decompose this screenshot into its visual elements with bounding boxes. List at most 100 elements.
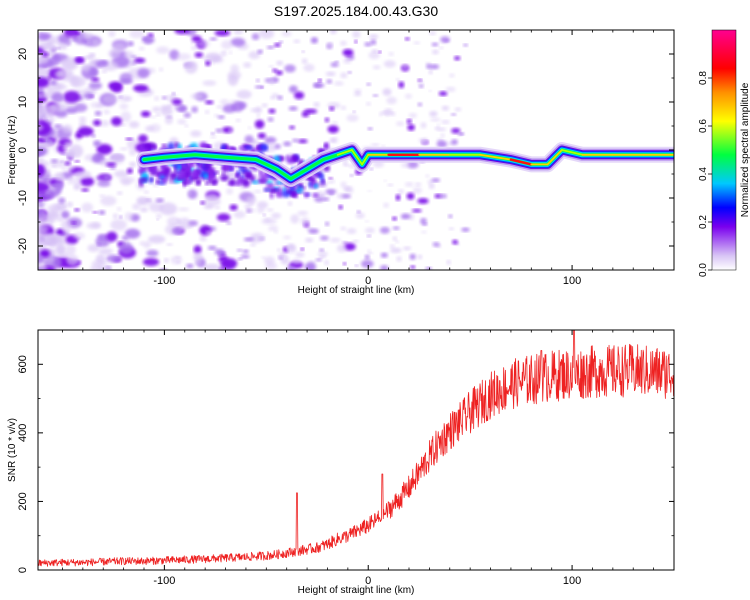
noise-blob xyxy=(177,105,188,112)
noise-blob xyxy=(50,159,58,163)
noise-blob xyxy=(190,93,203,100)
noise-blob xyxy=(228,51,233,55)
noise-blob xyxy=(204,196,221,207)
band-blob xyxy=(220,174,229,182)
noise-blob xyxy=(268,225,279,232)
band-blob xyxy=(210,177,218,185)
noise-blob xyxy=(340,226,347,231)
noise-blob xyxy=(42,51,49,58)
noise-blob xyxy=(354,40,358,44)
noise-blob xyxy=(159,202,178,216)
noise-blob xyxy=(202,54,220,62)
band-blob xyxy=(208,169,214,175)
noise-blob xyxy=(451,113,457,116)
noise-blob xyxy=(133,84,149,92)
noise-blob xyxy=(396,78,400,81)
noise-blob xyxy=(114,170,129,178)
noise-blob xyxy=(210,135,216,139)
band-blob xyxy=(235,173,240,178)
noise-blob xyxy=(146,249,159,257)
noise-blob xyxy=(156,218,159,221)
snr-ticks: -100 0 100 0 200 400 600 xyxy=(17,329,675,587)
noise-blob xyxy=(38,77,50,88)
noise-blob xyxy=(38,198,42,203)
noise-blob xyxy=(289,125,295,130)
noise-blob xyxy=(367,249,371,253)
ridge-peak xyxy=(561,149,584,156)
noise-blob xyxy=(90,102,100,108)
noise-blob xyxy=(193,245,202,254)
band-blob xyxy=(323,142,327,149)
noise-blob xyxy=(366,102,371,106)
noise-blob xyxy=(431,178,441,183)
noise-blob xyxy=(62,204,67,208)
noise-blob xyxy=(140,110,151,118)
noise-blob xyxy=(301,58,308,64)
noise-blob xyxy=(120,111,132,123)
noise-blob xyxy=(171,98,183,105)
noise-blob xyxy=(161,96,168,100)
noise-blob xyxy=(244,135,254,144)
noise-blob xyxy=(83,92,94,100)
noise-blob xyxy=(71,221,77,225)
noise-blob xyxy=(106,162,117,167)
noise-blob xyxy=(102,94,117,104)
noise-blob xyxy=(342,194,352,199)
band-blob xyxy=(190,170,199,177)
noise-blob xyxy=(74,208,80,212)
noise-blob xyxy=(276,60,284,66)
noise-blob xyxy=(209,37,218,41)
noise-blob xyxy=(62,146,70,150)
band-blob xyxy=(138,177,148,183)
noise-blob xyxy=(191,45,198,51)
noise-blob xyxy=(76,139,81,142)
noise-blob xyxy=(247,126,252,130)
noise-blob xyxy=(390,247,402,253)
noise-blob xyxy=(454,107,462,112)
noise-blob xyxy=(428,89,432,92)
noise-blob xyxy=(324,260,329,266)
noise-blob xyxy=(364,254,370,260)
noise-blob xyxy=(83,87,97,95)
noise-blob xyxy=(449,73,455,78)
noise-blob xyxy=(38,33,50,41)
noise-blob xyxy=(102,69,107,74)
noise-blob xyxy=(119,103,129,110)
noise-blob xyxy=(417,254,423,260)
noise-blob xyxy=(428,183,435,190)
noise-blob xyxy=(218,267,223,270)
noise-blob xyxy=(236,89,252,99)
noise-blob xyxy=(369,34,379,39)
noise-blob xyxy=(384,108,393,114)
noise-blob xyxy=(356,210,361,214)
noise-blob xyxy=(200,201,206,205)
snr-y-label: SNR (10 * v/v) xyxy=(7,418,18,482)
noise-blob xyxy=(93,119,101,127)
noise-blob xyxy=(407,161,419,169)
noise-blob xyxy=(61,58,77,70)
noise-blob xyxy=(62,167,67,171)
y-tick-label: 600 xyxy=(17,355,29,373)
noise-blob xyxy=(324,221,330,226)
noise-blob xyxy=(451,128,461,134)
noise-blob xyxy=(283,141,292,147)
noise-blob xyxy=(38,67,50,78)
noise-blob xyxy=(395,194,401,201)
noise-blob xyxy=(249,201,254,206)
noise-blob xyxy=(60,160,64,163)
noise-blob xyxy=(318,78,322,83)
noise-blob xyxy=(371,143,380,147)
noise-blob xyxy=(228,128,232,133)
noise-blob xyxy=(380,252,388,258)
noise-blob xyxy=(409,253,416,260)
noise-blob xyxy=(99,194,105,197)
noise-blob xyxy=(142,36,155,44)
noise-blob xyxy=(364,227,375,234)
noise-blob xyxy=(294,91,305,100)
noise-blob xyxy=(256,201,269,209)
noise-blob xyxy=(38,94,42,98)
noise-blob xyxy=(119,242,134,254)
noise-blob xyxy=(371,49,378,54)
noise-blob xyxy=(257,132,266,139)
